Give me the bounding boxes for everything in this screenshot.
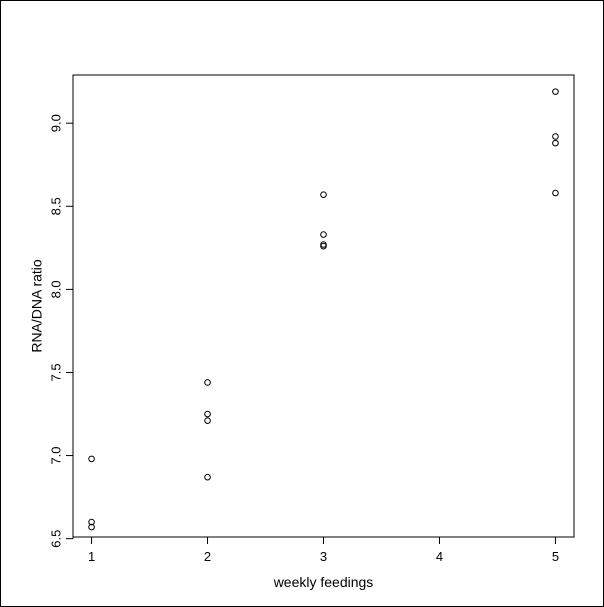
data-point bbox=[320, 231, 327, 238]
data-point bbox=[552, 139, 559, 147]
data-point bbox=[204, 473, 211, 481]
y-tick-label: 7.5 bbox=[48, 363, 63, 381]
x-tick-label: 4 bbox=[436, 549, 443, 564]
y-axis-label: RNA/DNA ratio bbox=[29, 259, 45, 353]
y-tick-label: 6.5 bbox=[48, 530, 63, 548]
x-tick-label: 2 bbox=[204, 549, 211, 564]
data-point bbox=[552, 133, 559, 140]
data-point bbox=[552, 88, 559, 95]
x-tick-label: 5 bbox=[552, 549, 559, 564]
y-tick-label: 7.0 bbox=[48, 447, 63, 465]
x-axis-label: weekly feedings bbox=[273, 574, 374, 590]
data-point bbox=[552, 189, 559, 197]
y-tick-label: 8.5 bbox=[48, 197, 63, 215]
plot-area bbox=[72, 74, 575, 538]
x-tick-label: 3 bbox=[320, 549, 327, 564]
y-axis: 6.5 7.0 7.5 8.0 8.5 9.0 bbox=[48, 114, 74, 548]
x-axis: 1 2 3 4 5 bbox=[88, 536, 559, 564]
data-point bbox=[320, 191, 327, 198]
data-point bbox=[88, 455, 95, 463]
data-point bbox=[88, 523, 95, 531]
x-tick-label: 1 bbox=[88, 549, 95, 564]
data-points bbox=[88, 88, 559, 531]
y-tick-label: 8.0 bbox=[48, 280, 63, 298]
data-point bbox=[88, 518, 95, 526]
y-tick-label: 9.0 bbox=[48, 114, 63, 132]
data-point bbox=[204, 417, 211, 424]
data-point bbox=[320, 242, 327, 250]
data-point bbox=[204, 379, 211, 386]
data-point bbox=[204, 410, 211, 418]
